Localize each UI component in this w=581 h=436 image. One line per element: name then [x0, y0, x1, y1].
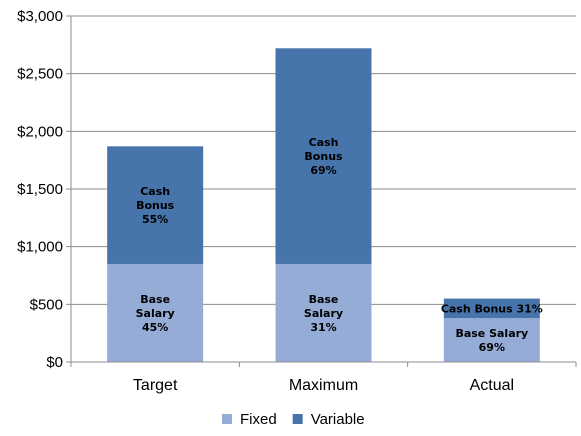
data-label: Base Salary 45%: [136, 293, 175, 334]
data-label: Base Salary 31%: [304, 293, 343, 334]
x-tick-label: Actual: [470, 377, 514, 394]
data-label: Base Salary 69%: [455, 327, 528, 354]
y-tick-label: $0: [46, 354, 63, 371]
y-tick-label: $2,000: [17, 123, 63, 140]
legend: Fixed Variable: [222, 411, 365, 428]
bar-group: [107, 48, 540, 362]
x-tick-labels: Target Maximum Actual: [133, 377, 514, 394]
y-tick-label: $3,000: [17, 8, 63, 25]
legend-swatch-variable: [292, 414, 303, 424]
x-tick-label: Target: [133, 377, 178, 394]
bar-fixed-target: [107, 263, 204, 362]
y-tick-label: $2,500: [17, 66, 63, 83]
bar-fixed-actual: [443, 318, 540, 362]
data-label: Cash Bonus 55%: [136, 185, 175, 226]
bar-variable-maximum: [275, 48, 372, 264]
legend-label-fixed: Fixed: [240, 411, 277, 428]
data-label: Cash Bonus 69%: [304, 136, 343, 177]
legend-label-variable: Variable: [311, 411, 365, 428]
y-tick-label: $1,000: [17, 239, 63, 256]
bar-variable-actual: [443, 298, 540, 319]
y-tick-label: $1,500: [17, 181, 63, 198]
bar-variable-target: [107, 146, 204, 264]
y-tick-label: $500: [30, 296, 63, 313]
axes: [70, 16, 576, 363]
x-tick-label: Maximum: [289, 377, 358, 394]
bar-fixed-maximum: [275, 263, 372, 362]
data-label-group: Base Salary 45% Cash Bonus 55% Base Salary 31% Ca…: [136, 136, 543, 354]
y-tick-labels: $0 $500 $1,000 $1,500 $2,000 $2,500 $3,000: [17, 8, 63, 371]
data-label: Cash Bonus 31%: [441, 302, 543, 315]
legend-swatch-fixed: [222, 414, 232, 424]
